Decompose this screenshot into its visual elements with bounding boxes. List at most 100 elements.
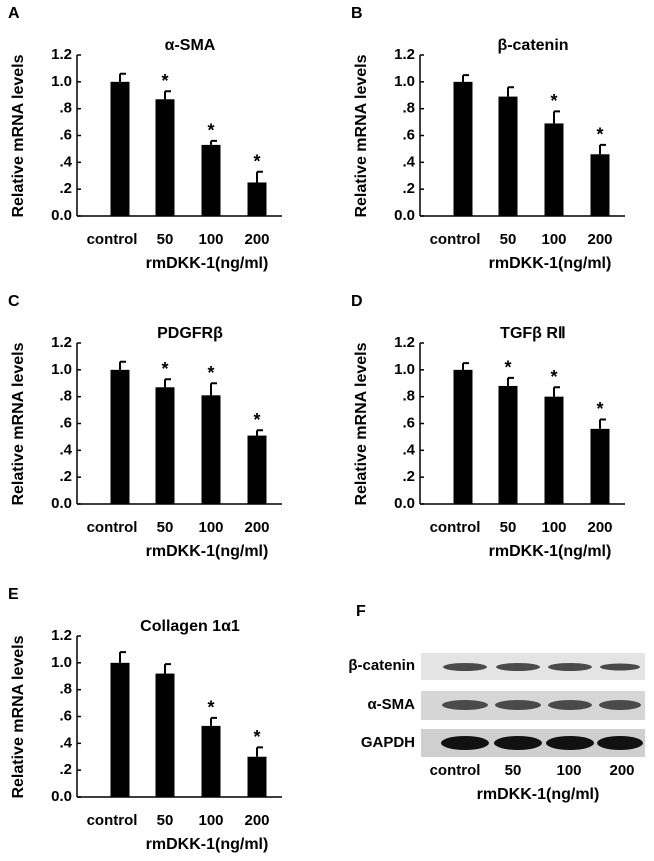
bar xyxy=(498,96,518,216)
x-tick-label: control xyxy=(430,231,481,248)
chart-title: TGFβ RⅡ xyxy=(500,325,566,342)
significance-mark: * xyxy=(207,121,214,141)
bar xyxy=(544,123,564,216)
bar xyxy=(110,369,130,504)
bar xyxy=(590,154,610,216)
x-axis-label: rmDKK-1(ng/ml) xyxy=(489,543,612,560)
error-bar xyxy=(462,74,469,82)
x-tick-label: 200 xyxy=(244,231,269,248)
y-tick-label: 0.0 xyxy=(51,788,72,805)
panel-label: B xyxy=(351,5,363,22)
x-tick-label: 50 xyxy=(500,231,517,248)
x-axis-label: rmDKK-1(ng/ml) xyxy=(146,543,269,560)
error-bar xyxy=(462,362,469,370)
panel-label: F xyxy=(356,603,366,620)
lane-label: 200 xyxy=(609,762,634,779)
x-tick-label: 50 xyxy=(157,812,174,829)
chart-panel: C PDGFRβ Relative mRNA levels rmDKK-1(ng/ml… xyxy=(8,293,282,560)
bands xyxy=(441,736,643,750)
y-tick-label: 1.0 xyxy=(394,361,415,378)
y-tick-label: .6 xyxy=(402,126,415,143)
chart-panel: E Collagen 1α1 Relative mRNA levels rmDKK-1… xyxy=(8,586,282,853)
band xyxy=(443,663,487,671)
y-tick-label: .6 xyxy=(59,414,72,431)
significance-mark: * xyxy=(596,125,603,145)
x-axis-label: rmDKK-1(ng/ml) xyxy=(146,255,269,272)
chart-title: Collagen 1α1 xyxy=(140,618,240,635)
band xyxy=(546,736,594,750)
bar xyxy=(201,725,221,797)
y-tick-label: 1.0 xyxy=(51,73,72,90)
bar xyxy=(544,396,564,504)
y-tick-label: 1.2 xyxy=(51,46,72,63)
significance-mark: * xyxy=(253,727,260,747)
bar xyxy=(590,428,610,504)
y-tick-label: 0.0 xyxy=(394,495,415,512)
x-tick-label: 100 xyxy=(198,519,223,536)
panel-label: D xyxy=(351,293,363,310)
bar xyxy=(110,662,130,797)
significance-mark: * xyxy=(504,358,511,378)
panel-label: C xyxy=(8,293,20,310)
y-axis-label: Relative mRNA levels xyxy=(10,54,27,217)
x-tick-label: 100 xyxy=(198,231,223,248)
y-axis-label: Relative mRNA levels xyxy=(10,635,27,798)
x-tick-label: 100 xyxy=(541,519,566,536)
error-bar xyxy=(553,386,560,397)
x-axis-label: rmDKK-1(ng/ml) xyxy=(489,255,612,272)
y-tick-label: .8 xyxy=(59,681,72,698)
y-tick-label: 1.0 xyxy=(51,654,72,671)
error-bar xyxy=(119,72,126,82)
panel-label: E xyxy=(8,586,19,603)
y-tick-label: 1.2 xyxy=(51,627,72,644)
band xyxy=(494,736,542,750)
bar xyxy=(247,756,267,797)
y-tick-label: .6 xyxy=(59,707,72,724)
y-tick-label: .8 xyxy=(59,388,72,405)
chart-title: PDGFRβ xyxy=(157,325,223,342)
error-bar xyxy=(164,90,171,100)
blot-xlabel: rmDKK-1(ng/ml) xyxy=(477,786,600,803)
bar xyxy=(110,81,130,216)
y-tick-label: .4 xyxy=(402,441,415,458)
significance-mark: * xyxy=(161,71,168,91)
error-bar xyxy=(256,170,263,183)
x-tick-label: 50 xyxy=(157,519,174,536)
x-tick-label: 200 xyxy=(587,519,612,536)
x-tick-label: 200 xyxy=(587,231,612,248)
y-tick-label: .2 xyxy=(402,180,415,197)
band xyxy=(548,663,592,671)
blot-row-label: β-catenin xyxy=(348,657,415,674)
y-tick-label: 0.0 xyxy=(394,207,415,224)
y-axis-label: Relative mRNA levels xyxy=(353,54,370,217)
x-tick-label: 50 xyxy=(500,519,517,536)
y-tick-label: .4 xyxy=(59,153,72,170)
x-tick-label: 50 xyxy=(157,231,174,248)
band xyxy=(496,663,540,671)
error-bar xyxy=(164,378,171,388)
chart-panel: D TGFβ RⅡ Relative mRNA levels rmDKK-1(ng/m… xyxy=(351,293,625,560)
blot-row-label: GAPDH xyxy=(361,734,415,751)
y-axis-label: Relative mRNA levels xyxy=(353,342,370,505)
error-bar xyxy=(210,139,217,145)
error-bar xyxy=(507,86,514,97)
significance-mark: * xyxy=(550,91,557,111)
y-tick-label: .8 xyxy=(402,100,415,117)
y-tick-label: 1.2 xyxy=(394,334,415,351)
significance-mark: * xyxy=(253,410,260,430)
bar xyxy=(201,395,221,504)
y-tick-label: .2 xyxy=(59,468,72,485)
bar xyxy=(155,673,175,797)
x-tick-label: 200 xyxy=(244,812,269,829)
chart-title: α-SMA xyxy=(165,37,216,54)
y-tick-label: .2 xyxy=(402,468,415,485)
bar xyxy=(247,182,267,216)
error-bar xyxy=(599,143,606,155)
y-tick-label: .6 xyxy=(402,414,415,431)
error-bar xyxy=(553,110,560,124)
bands xyxy=(442,663,641,710)
y-tick-label: 1.2 xyxy=(51,334,72,351)
y-tick-label: .2 xyxy=(59,761,72,778)
chart-panel: Aα-SMA Relative mRNA levels rmDKK-1(ng/ml)… xyxy=(8,5,282,272)
band xyxy=(441,736,489,750)
